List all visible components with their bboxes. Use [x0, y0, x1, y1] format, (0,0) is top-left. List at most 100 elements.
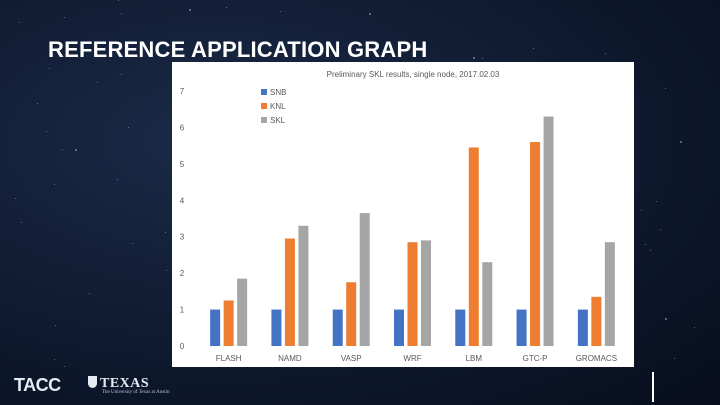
- star-dot: [54, 359, 55, 360]
- star-dot: [650, 250, 651, 251]
- tacc-logo: TACC: [14, 375, 61, 396]
- star-dot: [62, 149, 63, 150]
- bar-snb: [455, 309, 466, 346]
- star-dot: [605, 53, 606, 54]
- star-dot: [21, 222, 22, 223]
- legend-swatch: [261, 89, 267, 95]
- bar-knl: [530, 142, 541, 346]
- bar-knl: [591, 296, 602, 346]
- bar-skl: [604, 242, 615, 346]
- star-dot: [226, 7, 227, 8]
- tacc-logo-text: TACC: [14, 375, 61, 395]
- star-dot: [54, 184, 55, 185]
- bar-snb: [577, 309, 588, 346]
- legend-label: SNB: [270, 88, 286, 97]
- bar-chart: Preliminary SKL results, single node, 20…: [180, 70, 617, 363]
- star-dot: [189, 9, 191, 11]
- chart-title: Preliminary SKL results, single node, 20…: [327, 70, 500, 79]
- legend-label: KNL: [270, 102, 286, 111]
- y-tick-label: 0: [180, 342, 185, 351]
- star-dot: [75, 149, 77, 151]
- bar-knl: [284, 238, 295, 346]
- ut-tagline: The University of Texas at Austin: [102, 390, 170, 395]
- ut-logo-text: TEXAS: [100, 376, 150, 391]
- bars: [210, 116, 615, 346]
- legend-label: SKL: [270, 116, 286, 125]
- chart-panel: Preliminary SKL results, single node, 20…: [172, 62, 634, 367]
- star-dot: [660, 229, 661, 230]
- star-dot: [55, 325, 56, 326]
- footer-divider: [652, 372, 654, 402]
- y-tick-label: 1: [180, 306, 185, 315]
- star-dot: [533, 48, 534, 49]
- star-dot: [97, 82, 98, 83]
- star-dot: [402, 42, 403, 43]
- star-dot: [694, 327, 695, 328]
- star-dot: [482, 58, 483, 59]
- y-tick-label: 4: [180, 196, 185, 205]
- bar-knl: [468, 147, 479, 346]
- y-tick-label: 3: [180, 233, 185, 242]
- star-dot: [15, 198, 16, 199]
- star-dot: [166, 270, 167, 271]
- ut-logo: TEXAS The University of Texas at Austin: [88, 374, 169, 395]
- star-dot: [473, 57, 475, 59]
- star-dot: [64, 17, 65, 18]
- star-dot: [680, 141, 682, 143]
- x-tick-label: GROMACS: [576, 354, 617, 363]
- star-dot: [280, 11, 281, 12]
- bar-snb: [271, 309, 282, 346]
- x-tick-label: WRF: [403, 354, 421, 363]
- star-dot: [369, 13, 371, 15]
- star-dot: [128, 127, 129, 128]
- star-dot: [37, 103, 38, 104]
- x-tick-label: FLASH: [216, 354, 242, 363]
- y-axis: 0 1 2 3 4 5 6 7: [180, 87, 185, 351]
- x-tick-label: NAMD: [278, 354, 302, 363]
- star-dot: [237, 56, 238, 57]
- legend-swatch: [261, 103, 267, 109]
- bar-skl: [359, 213, 370, 346]
- star-dot: [151, 49, 152, 50]
- y-tick-label: 5: [180, 160, 185, 169]
- bar-knl: [223, 300, 234, 346]
- x-tick-label: GTC-P: [523, 354, 548, 363]
- bar-snb: [394, 309, 404, 346]
- star-dot: [89, 293, 90, 294]
- star-dot: [665, 318, 667, 320]
- legend-swatch: [261, 117, 267, 123]
- star-dot: [674, 358, 675, 359]
- star-dot: [19, 22, 20, 23]
- x-tick-label: LBM: [466, 354, 483, 363]
- y-tick-label: 2: [180, 269, 185, 278]
- bar-snb: [210, 309, 221, 346]
- bar-snb: [332, 309, 343, 346]
- bar-skl: [543, 116, 554, 346]
- star-dot: [641, 210, 642, 211]
- x-tick-label: VASP: [341, 354, 362, 363]
- y-tick-label: 7: [180, 87, 185, 96]
- star-dot: [64, 366, 65, 367]
- x-axis: FLASH NAMD VASP WRF LBM GTC-P GROMACS: [216, 354, 617, 363]
- bar-snb: [516, 309, 527, 346]
- star-dot: [121, 74, 122, 75]
- bar-skl: [482, 262, 493, 346]
- ut-shield-icon: [88, 376, 97, 388]
- star-dot: [656, 201, 657, 202]
- star-dot: [49, 68, 50, 69]
- star-dot: [665, 88, 666, 89]
- bar-knl: [407, 242, 418, 346]
- legend: SNB KNL SKL: [261, 88, 286, 125]
- star-dot: [117, 179, 118, 180]
- star-dot: [118, 0, 119, 1]
- bar-skl: [421, 240, 431, 346]
- y-tick-label: 6: [180, 123, 185, 132]
- star-dot: [121, 13, 122, 14]
- bar-skl: [298, 225, 309, 346]
- star-dot: [132, 243, 133, 244]
- bar-knl: [346, 282, 357, 346]
- slide-title: REFERENCE APPLICATION GRAPH: [48, 37, 428, 62]
- star-dot: [645, 244, 646, 245]
- star-dot: [165, 232, 166, 233]
- bar-skl: [237, 278, 248, 346]
